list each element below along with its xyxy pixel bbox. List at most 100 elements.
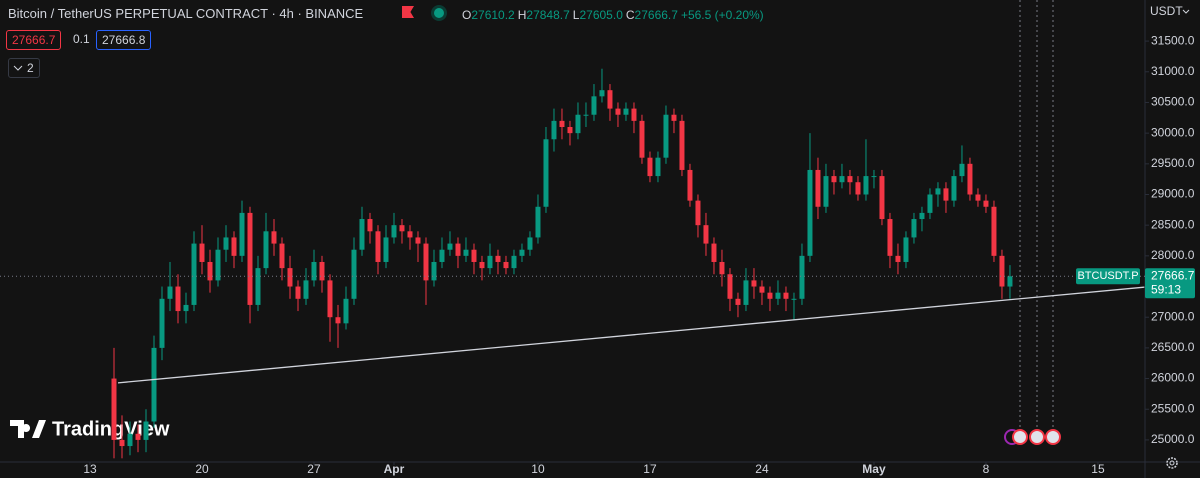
currency-chevron[interactable]: [1182, 9, 1190, 14]
candle-body: [559, 120, 565, 128]
flag-icon[interactable]: [402, 6, 414, 18]
y-tick-label: 30000.0: [1151, 125, 1195, 139]
candle-body: [191, 243, 197, 305]
candle-body: [399, 225, 405, 232]
y-tick-label: 28000.0: [1151, 248, 1195, 262]
x-tick-label: Apr: [384, 462, 405, 476]
status-dot: [434, 8, 444, 18]
candle-body: [215, 249, 221, 281]
candle-body: [519, 249, 525, 256]
toggle-chevron[interactable]: [12, 64, 24, 74]
candle-body: [503, 261, 509, 269]
candle-body: [439, 249, 445, 262]
candle-body: [783, 292, 789, 299]
y-tick-label: 25000.0: [1151, 432, 1195, 446]
candle-body: [463, 249, 469, 256]
candle-body: [647, 157, 653, 177]
candle-body: [143, 421, 149, 440]
candle-body: [919, 212, 925, 220]
symbol-tag: [1076, 268, 1140, 285]
candle-body: [735, 298, 741, 305]
candle-body: [295, 286, 301, 299]
ohlc-value: 27610.2: [471, 8, 515, 22]
y-tick-label: 31000.0: [1151, 64, 1195, 78]
candle-body: [167, 286, 173, 299]
candle-body: [255, 268, 261, 305]
candle-body: [935, 188, 941, 195]
event-icons[interactable]: [1004, 429, 1061, 445]
candle-body: [911, 219, 917, 238]
candle-body: [511, 255, 517, 269]
candle-body: [983, 200, 989, 207]
candle-body: [1007, 276, 1013, 287]
candle-body: [871, 176, 877, 178]
candle-body: [671, 114, 677, 121]
candle-body: [567, 127, 573, 134]
y-tick-label: 26500.0: [1151, 340, 1195, 354]
symbol-title[interactable]: Bitcoin / TetherUS PERPETUAL CONTRACT · …: [8, 6, 364, 21]
trendline: [117, 286, 1145, 384]
candle-body: [815, 169, 821, 207]
change: +56.5 (+0.20%): [680, 8, 764, 22]
candle-body: [407, 231, 413, 238]
candle-body: [151, 347, 157, 422]
candle-body: [895, 255, 901, 262]
candle-body: [943, 188, 949, 201]
ohlc-value: 27666.7: [634, 8, 678, 22]
candle-body: [743, 280, 749, 305]
ohlc-legend: O27610.2 H27848.7 L27605.0 C27666.7 +56.5 (+…: [462, 8, 764, 22]
x-tick-label: 24: [755, 462, 769, 476]
candle-body: [623, 108, 629, 115]
candle-body: [335, 317, 341, 324]
candle-body: [711, 243, 717, 262]
candle-body: [455, 243, 461, 256]
ohlc-label: O: [462, 8, 472, 22]
ask-button[interactable]: 27666.8: [96, 30, 152, 50]
y-tick-label: 25500.0: [1151, 401, 1195, 415]
candle-body: [383, 237, 389, 262]
candle-body: [343, 298, 349, 324]
candle-body: [183, 304, 189, 312]
candle-body: [807, 169, 813, 256]
candle-body: [263, 231, 269, 269]
candle-body: [791, 298, 797, 300]
candle-body: [879, 176, 885, 220]
x-tick-label: 10: [531, 462, 545, 476]
y-tick-label: 31500.0: [1151, 33, 1195, 47]
y-tick-label: 28500.0: [1151, 217, 1195, 231]
candle-body: [927, 194, 933, 213]
candle-body: [903, 237, 909, 262]
x-tick-label: 8: [983, 462, 990, 476]
candle-body: [447, 243, 453, 250]
candle-body: [575, 114, 581, 134]
candle-body: [247, 212, 253, 305]
candle-body: [991, 206, 997, 256]
candle-body: [767, 292, 773, 299]
ohlc-label: C: [625, 8, 635, 22]
candle-body: [135, 433, 141, 440]
candle-body: [415, 237, 421, 244]
candle-body: [543, 139, 549, 207]
candle-body: [487, 255, 493, 269]
candle-body: [599, 90, 605, 97]
ohlc-label: L: [572, 8, 580, 22]
candle-body: [719, 261, 725, 275]
candle-body: [975, 194, 981, 201]
candle-body: [607, 90, 613, 109]
candle-body: [359, 219, 365, 250]
indicators-toggle[interactable]: 2: [8, 58, 40, 78]
candle-body: [391, 225, 397, 238]
candle-body: [375, 231, 381, 262]
spread: 0.1: [73, 32, 90, 46]
logo: [10, 420, 46, 438]
candle-body: [271, 231, 277, 244]
candle-body: [799, 255, 805, 299]
settings-icon[interactable]: [1166, 457, 1178, 469]
candle-body: [855, 182, 861, 195]
bid-button[interactable]: 27666.7: [6, 30, 62, 50]
candle-body: [471, 249, 477, 262]
candle-body: [759, 286, 765, 293]
y-tick-label: 26000.0: [1151, 371, 1195, 385]
currency[interactable]: USDT: [1150, 4, 1183, 18]
